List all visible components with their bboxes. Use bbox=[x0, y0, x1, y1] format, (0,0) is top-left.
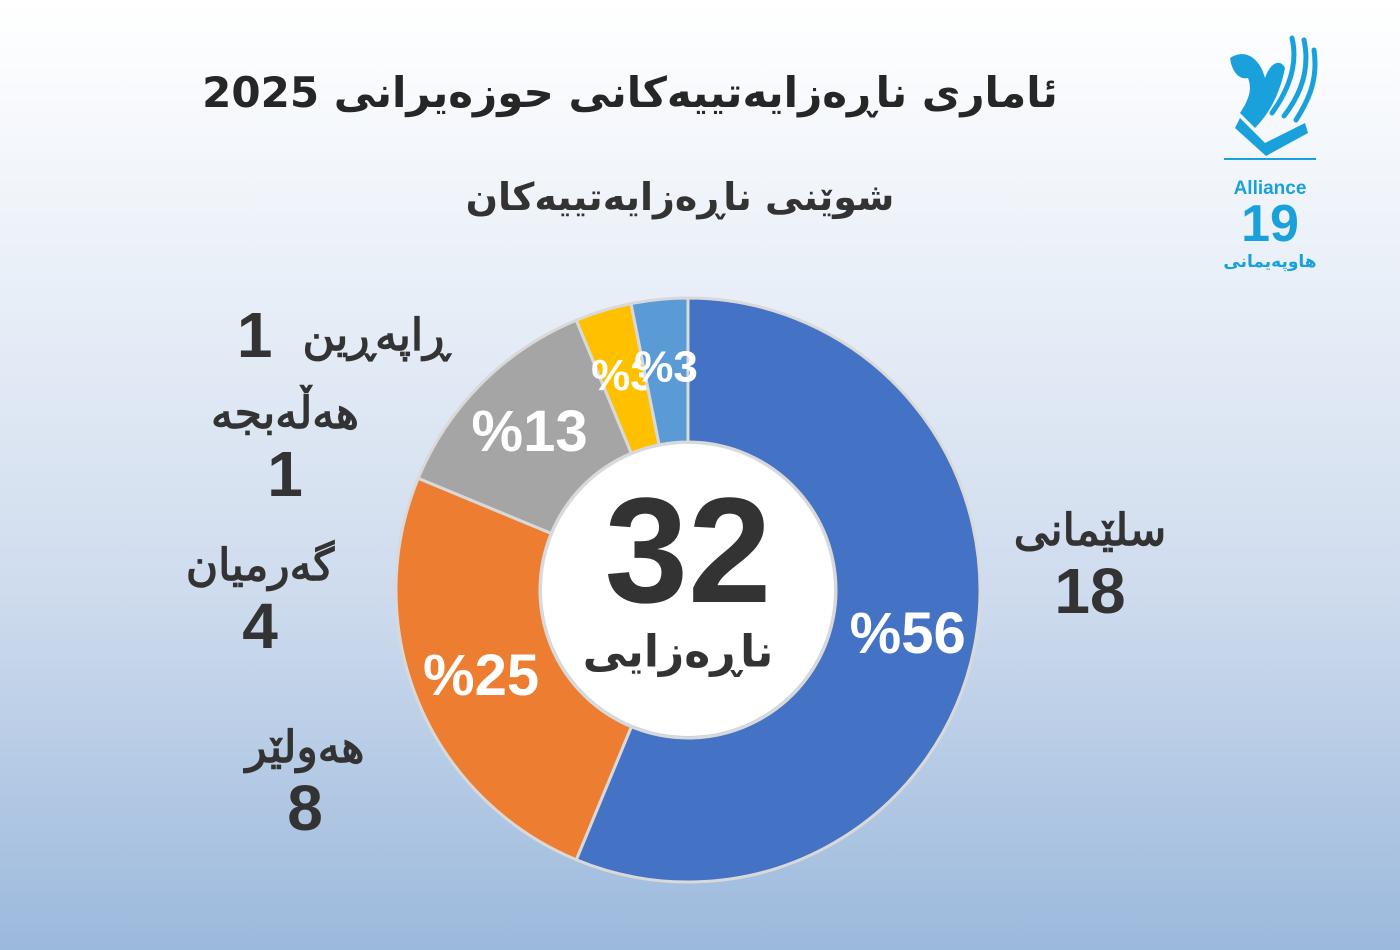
center-label: ناڕەزایی bbox=[583, 627, 773, 678]
slice-label-0: %56 bbox=[850, 601, 966, 666]
alliance-logo: Alliance 19 هاوپەیمانی bbox=[1210, 18, 1330, 272]
label-halabja-value: 1 bbox=[267, 438, 303, 510]
slice-1 bbox=[394, 476, 634, 862]
slice-0 bbox=[574, 296, 982, 884]
label-halabja-name: هەڵەبجە bbox=[210, 389, 360, 438]
label-garmian: گەرمیان 4 bbox=[155, 540, 365, 661]
label-hawler-value: 8 bbox=[287, 772, 323, 844]
slice-label-2: %13 bbox=[472, 399, 588, 464]
label-slemani-name: سلێمانی bbox=[1013, 506, 1167, 555]
page-title: ئاماری ناڕەزایەتییەکانی حوزەیرانی 2025 bbox=[202, 68, 1058, 117]
slice-2 bbox=[416, 318, 634, 536]
label-raparin-value: 1 bbox=[236, 299, 273, 371]
logo-rule-top bbox=[1224, 158, 1316, 160]
dove-hand-icon bbox=[1230, 35, 1318, 156]
label-garmian-name: گەرمیان bbox=[185, 541, 335, 590]
slice-label-4: %3 bbox=[634, 343, 698, 392]
logo-name: Alliance bbox=[1233, 178, 1307, 199]
label-hawler-name: هەولێر bbox=[245, 723, 365, 772]
label-halabja: هەڵەبجە 1 bbox=[180, 388, 390, 509]
label-slemani-value: 18 bbox=[1054, 555, 1126, 627]
label-garmian-value: 4 bbox=[242, 590, 278, 662]
logo-subtitle: هاوپەیمانی bbox=[1223, 252, 1317, 272]
label-raparin-name: ڕاپەڕین bbox=[302, 310, 450, 360]
donut-hole bbox=[542, 444, 834, 736]
logo-number: 19 bbox=[1241, 195, 1299, 253]
label-slemani: سلێمانی 18 bbox=[985, 505, 1195, 626]
label-raparin: ڕاپەڕین 1 bbox=[220, 299, 450, 371]
slice-label-1: %25 bbox=[423, 643, 539, 708]
slice-4 bbox=[629, 296, 690, 447]
label-hawler: هەولێر 8 bbox=[200, 722, 410, 843]
chart-subtitle: شوێنی ناڕەزایەتییەکان bbox=[465, 175, 895, 219]
center-total: 32 bbox=[605, 466, 772, 634]
